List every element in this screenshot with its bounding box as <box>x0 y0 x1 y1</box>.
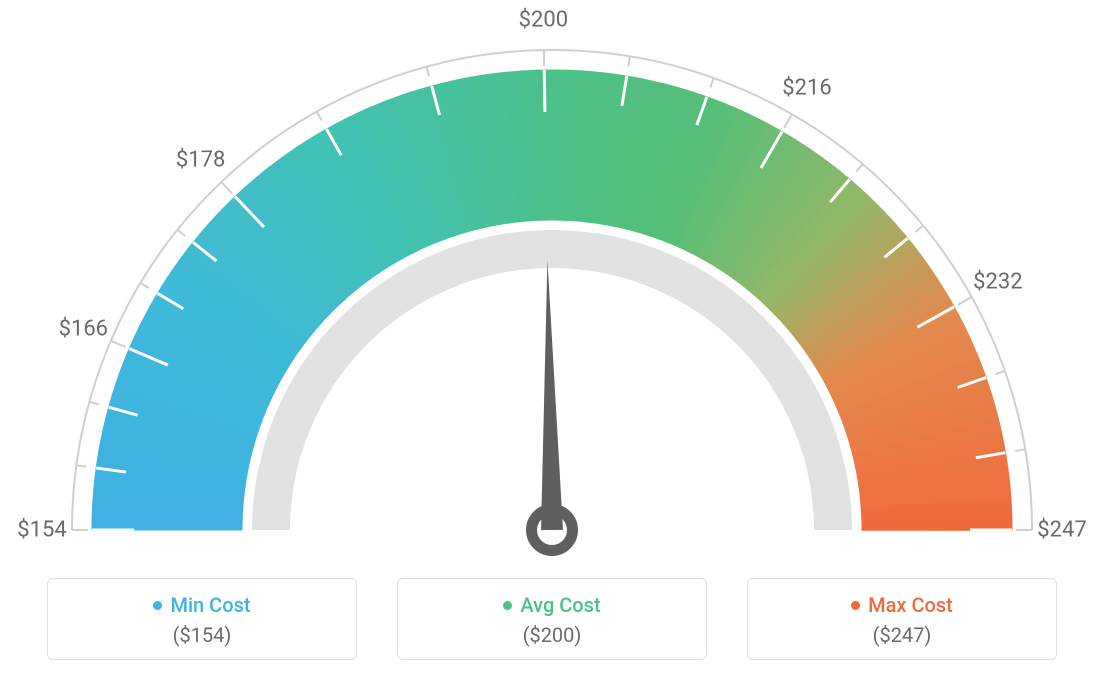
legend-value-min: ($154) <box>58 623 346 647</box>
gauge-tick-label: $232 <box>973 270 1022 295</box>
gauge-tick-label: $247 <box>1037 518 1086 543</box>
legend-box-max: Max Cost ($247) <box>747 578 1057 660</box>
legend-label-min: Min Cost <box>170 593 250 617</box>
gauge-tick-label: $216 <box>782 76 831 101</box>
legend-dot-max <box>851 601 860 610</box>
gauge-chart: $154 $166 $178 $200 $216 $232 $247 <box>0 0 1104 560</box>
gauge-svg <box>0 0 1104 560</box>
legend-value-max: ($247) <box>758 623 1046 647</box>
legend-title-max: Max Cost <box>758 593 1046 617</box>
legend-box-min: Min Cost ($154) <box>47 578 357 660</box>
legend-box-avg: Avg Cost ($200) <box>397 578 707 660</box>
legend-title-avg: Avg Cost <box>408 593 696 617</box>
legend-label-max: Max Cost <box>868 593 953 617</box>
gauge-tick-label: $200 <box>519 8 568 33</box>
legend-title-min: Min Cost <box>58 593 346 617</box>
gauge-tick-label: $178 <box>176 148 225 173</box>
legend-row: Min Cost ($154) Avg Cost ($200) Max Cost… <box>0 578 1104 660</box>
legend-label-avg: Avg Cost <box>520 593 600 617</box>
legend-dot-min <box>153 601 162 610</box>
legend-dot-avg <box>503 601 512 610</box>
gauge-tick-label: $166 <box>59 316 108 341</box>
legend-value-avg: ($200) <box>408 623 696 647</box>
gauge-tick-label: $154 <box>17 518 66 543</box>
